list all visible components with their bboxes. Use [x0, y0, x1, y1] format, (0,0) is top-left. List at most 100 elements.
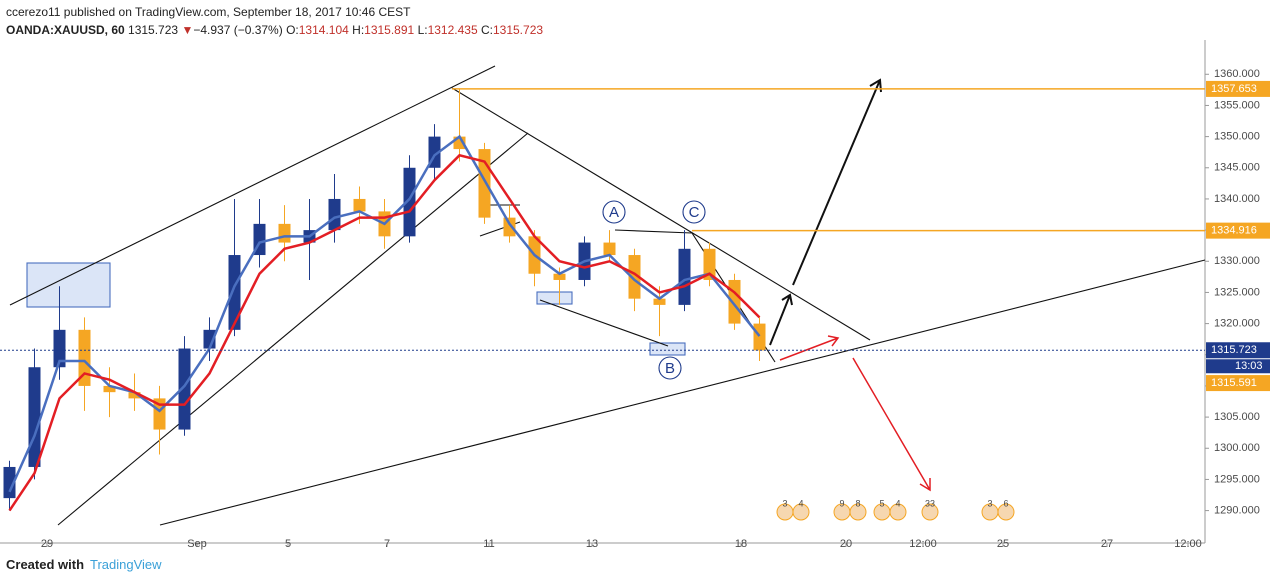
drawings [9, 65, 1206, 526]
event-icon [849, 503, 867, 521]
event-icon [921, 503, 939, 521]
l: 1312.435 [427, 23, 478, 37]
price-label-bg [1206, 342, 1270, 359]
x-tick-label: 18 [735, 538, 747, 550]
candle-body [628, 255, 641, 299]
candle-body [128, 392, 141, 399]
x-tick-label: 12:00 [909, 538, 937, 550]
y-tick-label: 1340.000 [1214, 193, 1260, 205]
y-tick-label: 1325.000 [1214, 286, 1260, 298]
trend-line [614, 229, 693, 234]
event-count: 4 [798, 498, 803, 508]
h-label: H: [352, 23, 365, 37]
wave-label: A [609, 204, 619, 221]
y-tick-label: 1355.000 [1214, 99, 1260, 111]
candle-body [328, 198, 341, 231]
change: −4.937 (−0.37%) [193, 23, 283, 37]
candle-body [503, 217, 516, 237]
x-tick-label: 25 [997, 538, 1009, 550]
x-tick-label: 27 [1101, 538, 1113, 550]
candle-body [353, 198, 366, 212]
x-tick-label: 29 [41, 538, 53, 550]
event-count: 5 [879, 498, 884, 508]
event-icon [997, 503, 1015, 521]
wave-circle [682, 200, 706, 224]
event-count: 6 [1003, 498, 1008, 508]
x-tick-label: 12:00 [1174, 538, 1202, 550]
candle-body [278, 223, 291, 243]
y-tick-label: 1350.000 [1214, 131, 1260, 143]
event-icon [792, 503, 810, 521]
candle-body [403, 167, 416, 237]
h: 1315.891 [364, 23, 415, 37]
symbol: OANDA:XAUUSD, 60 [6, 23, 125, 37]
footer: Created with TradingView [6, 557, 162, 572]
arrow: ▼ [181, 23, 194, 37]
candle-body [678, 248, 691, 305]
publish-line: ccerezo11 published on TradingView.com, … [6, 5, 411, 19]
wave-label: C [689, 204, 700, 221]
y-tick-label: 1295.000 [1214, 473, 1260, 485]
candle-body [728, 279, 741, 324]
c-label: C: [480, 23, 493, 37]
y-tick-label: 1360.000 [1214, 68, 1260, 80]
box [649, 342, 686, 356]
arrow [779, 335, 931, 492]
candle-body [3, 466, 16, 499]
event-count: 33 [925, 498, 935, 508]
box [536, 291, 573, 305]
y-tick-label: 1290.000 [1214, 504, 1260, 516]
y-tick-label: 1330.000 [1214, 255, 1260, 267]
wave-circle [602, 200, 626, 224]
l-label: L: [417, 23, 428, 37]
candle-body [78, 329, 91, 386]
o-label: O: [286, 23, 299, 37]
box [26, 262, 111, 308]
chart: A B C 1290.000 1295.000 1300.000 1305.000 13… [0, 40, 1270, 550]
event-count: 3 [782, 498, 787, 508]
price-label: 1334.916 [1211, 225, 1257, 237]
price-label: 1357.653 [1211, 83, 1257, 95]
price-label-bg [1206, 80, 1270, 97]
y-tick-label: 1300.000 [1214, 442, 1260, 454]
countdown: 13:03 [1235, 360, 1263, 372]
quote-line: OANDA:XAUUSD, 60 1315.723 ▼−4.937 (−0.37… [6, 21, 543, 39]
event-count: 9 [839, 498, 844, 508]
trend-line [57, 132, 529, 526]
candle-body [103, 385, 116, 393]
o: 1314.104 [298, 23, 349, 37]
moving-average [8, 153, 761, 512]
candle-body [228, 255, 241, 330]
x-tick-label: 5 [285, 538, 291, 550]
event-count: 4 [895, 498, 900, 508]
candle-body [53, 329, 66, 368]
wave-label: B [665, 360, 675, 377]
trend-line [451, 87, 871, 341]
brand: TradingView [90, 557, 162, 572]
price-label: 1315.723 [1211, 344, 1257, 356]
price-label-bg [1206, 222, 1270, 239]
trend-line [9, 65, 496, 306]
candle-body [703, 248, 716, 280]
event-icon [889, 503, 907, 521]
c: 1315.723 [492, 23, 544, 37]
candle-body [178, 348, 191, 430]
created: Created with [6, 557, 85, 572]
wave-circle [658, 356, 682, 380]
price-label: 1315.591 [1211, 377, 1257, 389]
candle-body [653, 298, 666, 305]
candle-body [753, 323, 766, 351]
y-tick-label: 1320.000 [1214, 318, 1260, 330]
candle-body [603, 242, 616, 256]
arrow [769, 78, 882, 346]
price-label-bg [1206, 375, 1270, 392]
trend-line [539, 299, 669, 347]
event-count: 3 [987, 498, 992, 508]
event-count: 8 [855, 498, 860, 508]
x-tick-label: 13 [586, 538, 598, 550]
countdown-bg [1206, 359, 1270, 374]
candle-body [28, 367, 41, 467]
x-tick-label: 7 [384, 538, 390, 550]
y-tick-label: 1305.000 [1214, 411, 1260, 423]
